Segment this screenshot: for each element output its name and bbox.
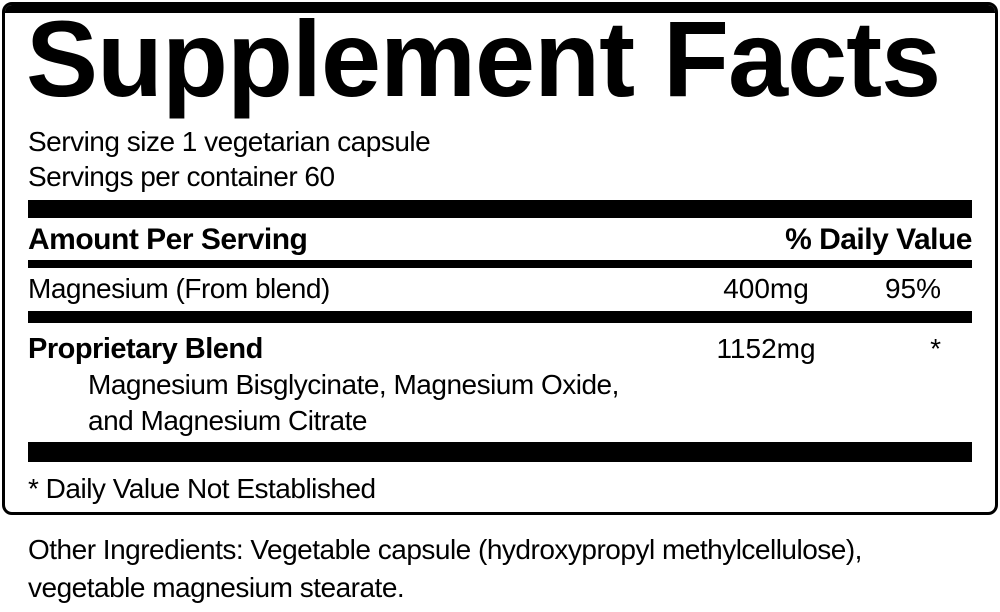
amount-per-serving-header: Amount Per Serving [28,223,308,256]
serving-info: Serving size 1 vegetarian capsule Servin… [28,124,431,194]
nutrient-amount: 400mg [723,273,809,304]
blend-ingredients-line-1: Magnesium Bisglycinate, Magnesium Oxide, [88,369,619,400]
thick-divider-bottom [28,442,972,462]
servings-per-container-text: Servings per container 60 [28,161,335,192]
header-underline-rule [28,260,972,268]
thick-divider-top [28,200,972,218]
medium-divider [28,311,972,323]
nutrient-row-magnesium: Magnesium (From blend) 400mg 95% [28,271,972,309]
percent-daily-value-header: % Daily Value [785,223,972,256]
other-ingredients-text: Other Ingredients: Vegetable capsule (hy… [28,531,972,607]
daily-value-footnote: * Daily Value Not Established [28,473,376,504]
blend-name: Proprietary Blend [28,333,263,365]
top-black-bar [5,5,995,13]
blend-ingredients-line-2: and Magnesium Citrate [88,405,367,436]
nutrient-daily-value: 95% [884,273,941,304]
serving-size-text: Serving size 1 vegetarian capsule [28,126,431,157]
blend-ingredient-list: Magnesium Bisglycinate, Magnesium Oxide,… [88,367,619,439]
blend-amount: 1152mg [716,333,816,364]
other-ingredients-line-1: Other Ingredients: Vegetable capsule (hy… [28,534,862,565]
panel-title: Supplement Facts [26,2,941,119]
nutrient-name: Magnesium (From blend) [28,273,330,304]
supplement-facts-panel: Supplement Facts Serving size 1 vegetari… [2,2,998,515]
column-header-row: Amount Per Serving % Daily Value [28,222,972,258]
other-ingredients-line-2: vegetable magnesium stearate. [28,572,405,603]
nutrient-row-proprietary-blend: Proprietary Blend 1152mg * [28,331,972,369]
blend-daily-value-asterisk: * [930,333,941,364]
